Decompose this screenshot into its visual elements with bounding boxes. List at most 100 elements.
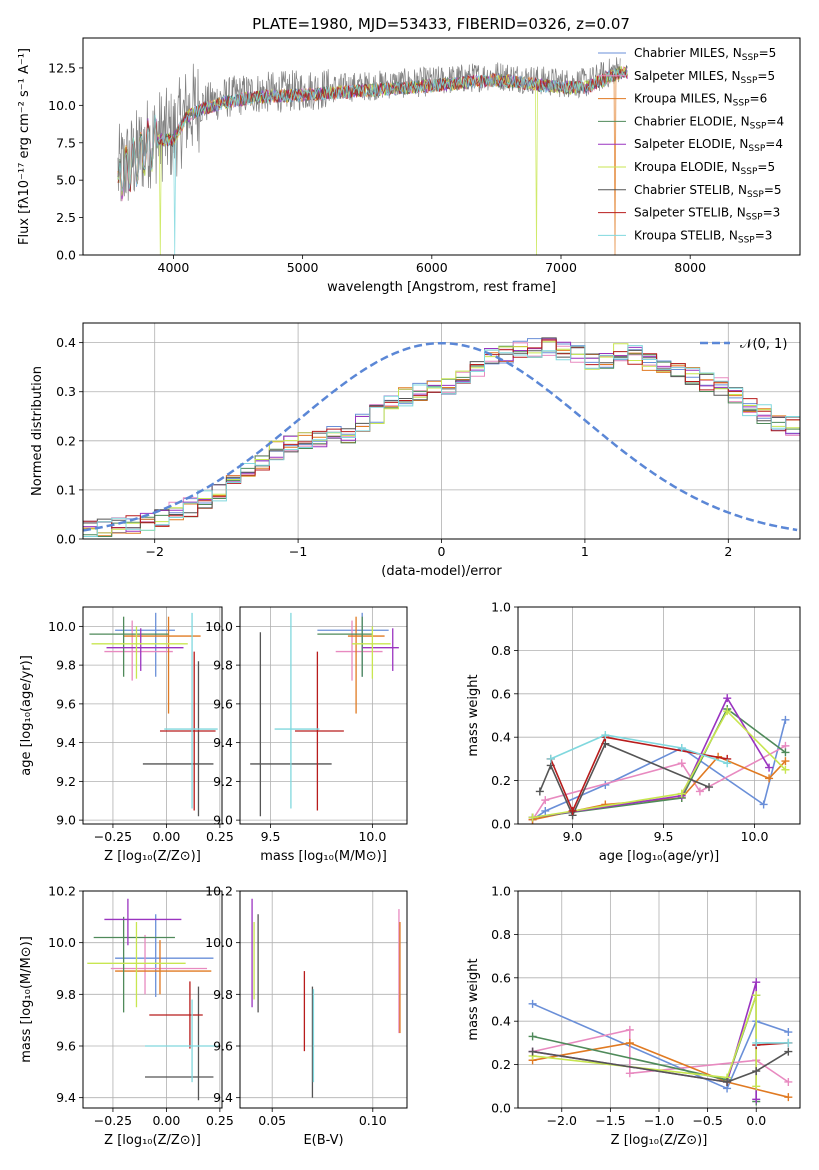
age_vs_mass-xlabel: mass [log₁₀(M/M⊙)]	[260, 849, 387, 864]
weight_vs_age-line-0	[532, 719, 787, 821]
spectrum-plot-area	[117, 57, 628, 255]
spectrum-ytick-label: 0.0	[56, 248, 76, 263]
residuals-xtick-label: 2	[724, 544, 732, 559]
mass_vs_Z-ylabel: mass [log₁₀(M/M⊙)]	[19, 936, 34, 1063]
weight_vs_age-marker-5-2	[723, 707, 732, 716]
legend-label-6: Chabrier STELIB, NSSP=5	[634, 183, 782, 200]
weight_vs_Z-line-6	[532, 1050, 789, 1083]
weight_vs_Z-xlabel: Z [log₁₀(Z/Z⊙)]	[611, 1133, 708, 1148]
age_vs_mass-axes: 9.5 10.0 9.0 9.2 9.4 9.6 9.8 10.0 mass [log₁₀(M/…	[205, 606, 408, 864]
weight_vs_Z-marker-1-1	[625, 1025, 634, 1034]
mass_vs_EBV-xtick-label: 0.05	[258, 1113, 286, 1128]
weight_vs_age-line-5	[532, 709, 786, 819]
legend-label-8: Kroupa STELIB, NSSP=3	[634, 228, 772, 245]
age_vs_mass-ytick-label: 9.6	[213, 696, 233, 711]
weight_vs_age-marker-1-3	[695, 787, 704, 796]
residuals-axes: −2 −1 0 1 2 0.0 0.1 0.2 0.3 0.4 (data-model)/error…	[30, 322, 801, 579]
weight_vs_age-axes: 9.0 9.5 10.0 0.0 0.2 0.4 0.6 0.8 1.0 age [log₁₀(a…	[466, 600, 801, 864]
legend-label-0: Chabrier MILES, NSSP=5	[634, 46, 776, 63]
residuals-xlabel: (data-model)/error	[381, 564, 502, 579]
weight_vs_Z-marker-2-1	[625, 1038, 634, 1047]
weight_vs_Z-ytick-label: 1.0	[491, 884, 511, 899]
weight_vs_Z-marker-2-3	[784, 1093, 793, 1102]
weight_vs_age-xlabel: age [log₁₀(age/yr)]	[599, 849, 720, 864]
weight_vs_Z-marker-4-3	[752, 1095, 761, 1104]
weight_vs_Z-marker-1-4	[784, 1077, 793, 1086]
residuals-xtick-label: 0	[438, 544, 446, 559]
spectrum-xtick-label: 6000	[416, 260, 448, 275]
legend-label-4: Salpeter ELODIE, NSSP=4	[634, 137, 783, 154]
weight_vs_age-ytick-label: 0.6	[491, 686, 511, 701]
weight_vs_age-marker-0-1	[541, 806, 550, 815]
weight_vs_age-line-3	[532, 707, 786, 819]
weight_vs_age-marker-8-3	[723, 759, 732, 768]
age_vs_Z-ytick-label: 9.0	[56, 813, 76, 828]
age_vs_Z-xtick-label: −0.25	[94, 829, 132, 844]
spectrum-xtick-label: 8000	[674, 260, 706, 275]
residual-hist-6	[83, 337, 800, 529]
age_vs_mass-frame	[239, 606, 408, 825]
mass_vs_EBV-ytick-label: 10.2	[205, 884, 233, 899]
weight_vs_Z-ylabel: mass weight	[466, 958, 481, 1040]
residuals-xtick-label: −1	[289, 544, 307, 559]
mass_vs_Z-xtick-label: 0.25	[206, 1113, 234, 1128]
weight_vs_Z-xtick-label: 0.0	[746, 1113, 766, 1128]
weight_vs_age-frame	[517, 606, 801, 825]
mass_vs_Z-ytick-label: 9.8	[56, 987, 76, 1002]
weight_vs_Z-marker-8-0	[752, 1038, 761, 1047]
weight_vs_age-marker-5-0	[528, 813, 537, 822]
mass_vs_EBV-ytick-label: 10.0	[205, 935, 233, 950]
weight_vs_age-marker-2-5	[781, 757, 790, 766]
spectrum-ytick-label: 2.5	[56, 210, 76, 225]
mass_vs_Z-axes: −0.25 0.00 0.25 9.4 9.6 9.8 10.0 10.2 Z [log₁₀(Z…	[19, 884, 234, 1149]
mass_vs_EBV-plot-area	[251, 898, 401, 1098]
weight_vs_Z-marker-6-1	[723, 1077, 732, 1086]
weight_vs_age-marker-8-0	[546, 754, 555, 763]
spectrum-ytick-label: 7.5	[56, 135, 76, 150]
weight_vs_Z-line-0	[532, 1003, 789, 1090]
weight_vs_age-ytick-label: 0.2	[491, 773, 511, 788]
weight_vs_Z-ytick-label: 0.8	[491, 927, 511, 942]
legend-label-1: Salpeter MILES, NSSP=5	[634, 69, 775, 86]
weight_vs_Z-marker-4-2	[752, 978, 761, 987]
weight_vs_Z-axes: −2.0 −1.5 −1.0 −0.5 0.0 0.0 0.2 0.4 0.6 0.8 1.0 Z […	[466, 884, 801, 1148]
spectrum-ylabel: Flux [fλ10⁻¹⁷ erg cm⁻² s⁻¹ A⁻¹]	[17, 48, 32, 245]
mass_vs_EBV-axes: 0.05 0.10 9.4 9.6 9.8 10.0 10.2 E(B-V)	[205, 884, 408, 1148]
age_vs_mass-ytick-label: 9.8	[213, 658, 233, 673]
weight_vs_age-marker-7-1	[568, 806, 577, 815]
weight_vs_age-marker-5-3	[781, 765, 790, 774]
weight_vs_Z-ytick-label: 0.0	[491, 1101, 511, 1116]
legend-label-5: Kroupa ELODIE, NSSP=5	[634, 160, 775, 177]
weight_vs_age-marker-6-0	[535, 787, 544, 796]
weight_vs_age-marker-1-2	[677, 759, 686, 768]
mass_vs_EBV-frame	[239, 890, 408, 1109]
weight_vs_Z-ytick-label: 0.2	[491, 1057, 511, 1072]
spectrum-frame	[82, 37, 801, 256]
mass_vs_Z-ytick-label: 10.0	[48, 935, 76, 950]
mass_vs_Z-frame	[82, 890, 223, 1109]
age_vs_mass-ytick-label: 9.4	[213, 735, 233, 750]
weight_vs_age-ytick-label: 0.0	[491, 817, 511, 832]
model-spectrum-8	[117, 68, 628, 255]
mass_vs_EBV-ytick-label: 9.4	[213, 1090, 233, 1105]
weight_vs_Z-xtick-label: −1.5	[595, 1113, 625, 1128]
age_vs_mass-xtick-label: 9.5	[261, 829, 281, 844]
residual-hist-8	[83, 345, 800, 537]
weight_vs_age-marker-2-4	[765, 774, 774, 783]
weight_vs_age-plot-area	[528, 694, 790, 824]
spectrum-xlabel: wavelength [Angstrom, rest frame]	[327, 280, 556, 295]
spectrum-ytick-label: 5.0	[56, 173, 76, 188]
spectrum-legend: Chabrier MILES, NSSP=5 Salpeter MILES, NS…	[598, 46, 784, 245]
mass_vs_Z-ytick-label: 9.6	[56, 1039, 76, 1054]
age_vs_Z-frame	[82, 606, 223, 825]
mass_vs_Z-xtick-label: 0.00	[152, 1113, 180, 1128]
weight_vs_Z-xtick-label: −2.0	[547, 1113, 577, 1128]
weight_vs_age-ylabel: mass weight	[466, 674, 481, 756]
age_vs_Z-xtick-label: 0.25	[206, 829, 234, 844]
residual-hist-2	[83, 338, 800, 537]
figure-title: PLATE=1980, MJD=53433, FIBERID=0326, z=0…	[252, 15, 630, 33]
weight_vs_age-xtick-label: 9.0	[563, 829, 583, 844]
residuals-ytick-label: 0.1	[56, 482, 76, 497]
weight_vs_Z-line-2	[532, 1042, 789, 1098]
